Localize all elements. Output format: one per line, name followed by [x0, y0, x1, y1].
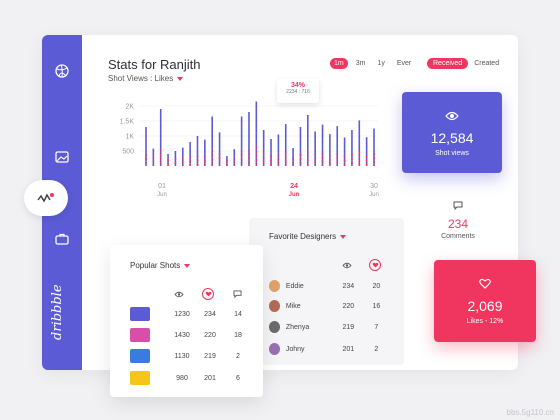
designer-row[interactable]: Eddie 234 20: [269, 279, 389, 293]
briefcase-icon[interactable]: [54, 231, 70, 247]
brand-logo: dribbble: [50, 284, 65, 340]
designer-name: Zhenya: [285, 323, 310, 331]
comments-label: Comments: [441, 233, 475, 240]
popular-shots-dropdown[interactable]: Popular Shots: [130, 261, 191, 270]
eye-icon: [341, 259, 353, 271]
designer-likes: 20: [372, 282, 381, 290]
shot-thumbnail: [130, 307, 150, 321]
designer-likes: 7: [374, 323, 379, 331]
shot-views-card[interactable]: 12,584 Shot views: [402, 92, 502, 173]
toggle-received[interactable]: Received: [427, 58, 469, 69]
shot-views-value: 12,584: [430, 130, 474, 146]
shot-thumbnail: [130, 328, 150, 342]
designer-views: 219: [342, 323, 355, 331]
shot-comments: 18: [234, 331, 242, 339]
designer-likes: 16: [372, 302, 381, 310]
shot-thumbnail: [130, 349, 150, 363]
sidebar-item-stats[interactable]: [24, 180, 68, 216]
comment-icon: [231, 288, 243, 300]
y-tick-label: 1K: [125, 134, 134, 141]
designer-likes: 2: [374, 345, 379, 353]
y-tick-label: 1.5K: [120, 119, 135, 126]
tooltip-percent: 34%: [290, 82, 305, 89]
designer-views: 220: [342, 302, 355, 310]
popular-shots-card: Popular Shots 1230 234 14 1430 220 18 11…: [110, 245, 263, 397]
x-tick-month: Jun: [157, 192, 167, 198]
range-tab-3m[interactable]: 3m: [355, 60, 366, 67]
shot-views: 1230: [174, 310, 190, 318]
heart-icon: [369, 259, 381, 271]
image-icon[interactable]: [54, 149, 70, 165]
likes-label: Likes - 12%: [466, 318, 504, 325]
shot-likes: 220: [204, 331, 216, 339]
comments-value: 234: [447, 217, 469, 231]
watermark: bbs.5g110.cn: [506, 408, 554, 417]
designer-row[interactable]: Mike 220 16: [269, 299, 389, 313]
received-created-toggle: Received Created: [427, 58, 499, 69]
y-tick-label: 500: [122, 149, 134, 156]
x-tick-month: Jun: [369, 192, 379, 198]
shot-views: 980: [176, 374, 188, 382]
x-tick-day: 30: [370, 183, 378, 190]
heart-icon: [434, 276, 536, 294]
avatar: [269, 321, 280, 333]
eye-icon: [402, 108, 502, 126]
page-title: Stats for Ranjith: [108, 57, 201, 72]
comment-icon: [430, 197, 486, 215]
shot-row[interactable]: 1230 234 14: [130, 306, 252, 322]
metric-selector-label: Shot Views : Likes: [108, 74, 174, 83]
shot-row[interactable]: 980 201 6: [130, 370, 252, 386]
dribbble-ball-icon[interactable]: [54, 63, 70, 79]
time-range-tabs: 1m 3m 1y Ever: [330, 58, 415, 69]
x-tick-day: 01: [158, 183, 166, 190]
designer-row[interactable]: Johny 201 2: [269, 342, 389, 356]
shot-comments: 14: [234, 310, 242, 318]
range-tab-1y[interactable]: 1y: [377, 60, 385, 67]
metric-selector[interactable]: Shot Views : Likes: [108, 74, 184, 83]
chart-tooltip: 34% 2234 : 716: [277, 79, 319, 103]
shot-views-label: Shot views: [435, 150, 469, 157]
shot-likes: 234: [204, 310, 216, 318]
shot-likes: 219: [204, 352, 216, 360]
shot-views: 1130: [174, 352, 190, 360]
designer-views: 201: [342, 345, 355, 353]
y-tick-label: 2K: [125, 104, 134, 111]
favorite-designers-panel: Favorite Designers Eddie 234 20 Mike 220…: [249, 218, 404, 365]
shot-views: 1430: [174, 331, 190, 339]
tooltip-detail: 2234 : 716: [286, 89, 310, 95]
range-tab-ever[interactable]: Ever: [396, 60, 412, 67]
shot-thumbnail: [130, 371, 150, 385]
designer-row[interactable]: Zhenya 219 7: [269, 320, 389, 334]
heart-icon: [202, 288, 214, 300]
favorite-designers-title: Favorite Designers: [269, 232, 337, 241]
designer-name: Johny: [285, 345, 305, 353]
eye-icon: [173, 288, 185, 300]
views-likes-chart: 2K 1.5K 1K 500 01 Jun 24 Jun 30 Jun: [120, 101, 379, 198]
avatar: [269, 300, 280, 312]
designer-name: Eddie: [285, 282, 304, 290]
x-tick-month: Jun: [289, 192, 300, 198]
activity-icon: [37, 193, 54, 203]
avatar: [269, 343, 280, 355]
shot-comments: 6: [236, 374, 240, 382]
shot-row[interactable]: 1130 219 2: [130, 348, 252, 364]
toggle-created[interactable]: Created: [474, 60, 500, 67]
caret-down-icon: [177, 76, 184, 81]
favorite-designers-dropdown[interactable]: Favorite Designers: [269, 232, 347, 241]
popular-shots-title: Popular Shots: [130, 261, 181, 270]
caret-down-icon: [340, 234, 347, 239]
comments-stat: 234 Comments: [430, 197, 486, 240]
avatar: [269, 280, 280, 292]
likes-card[interactable]: 2,069 Likes - 12%: [434, 260, 536, 342]
shot-likes: 201: [204, 374, 216, 382]
x-tick-day: 24: [290, 183, 298, 190]
designer-name: Mike: [285, 302, 301, 310]
shot-row[interactable]: 1430 220 18: [130, 327, 252, 343]
shot-comments: 2: [236, 352, 240, 360]
range-tab-1m[interactable]: 1m: [330, 58, 348, 69]
designer-views: 234: [342, 282, 355, 290]
likes-value: 2,069: [467, 298, 503, 314]
caret-down-icon: [184, 263, 191, 268]
